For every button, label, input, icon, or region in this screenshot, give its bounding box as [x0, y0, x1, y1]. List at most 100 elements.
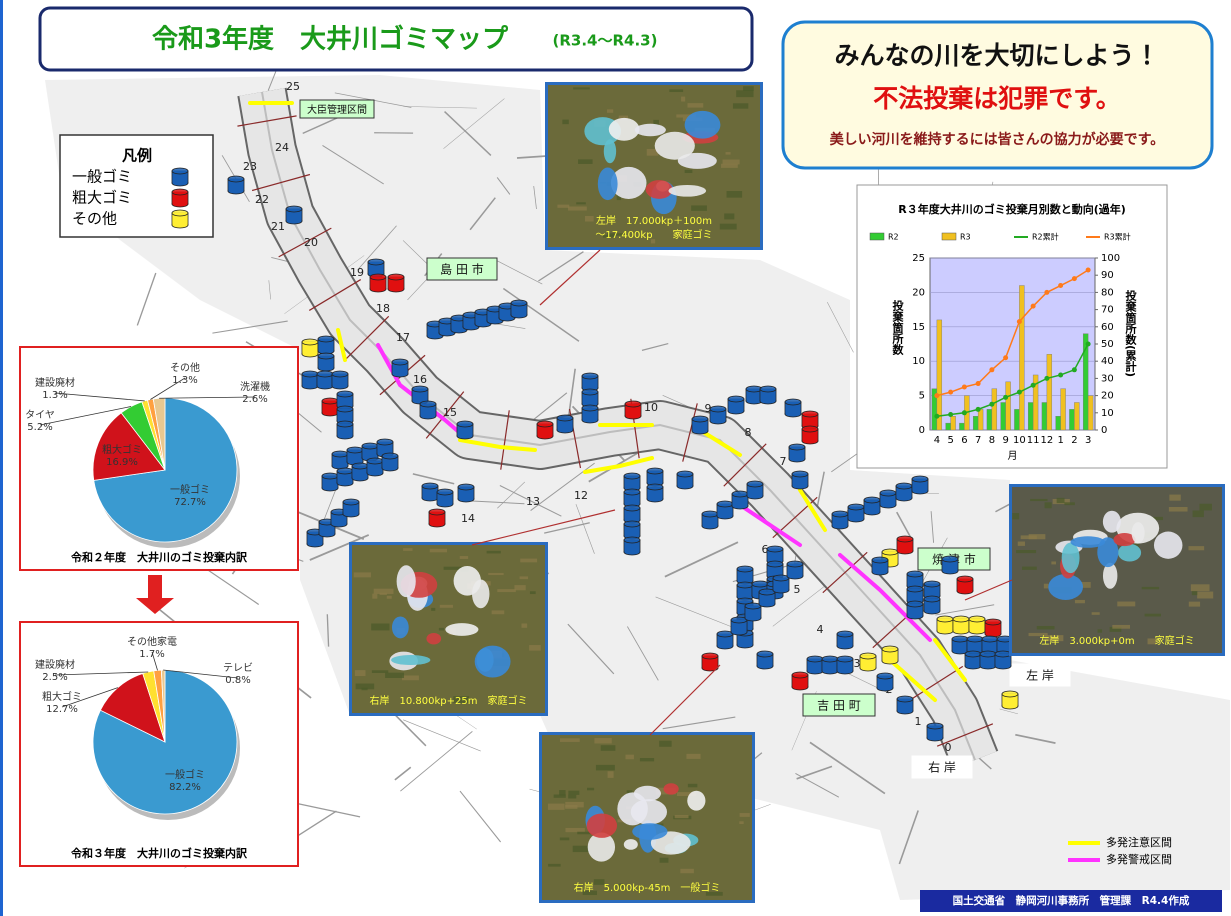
photo-texture	[385, 672, 405, 678]
km-label: 4	[817, 623, 824, 636]
photo-trash	[687, 790, 706, 811]
photo-texture	[373, 588, 394, 594]
cross-section	[345, 315, 390, 360]
photo-texture	[429, 548, 448, 553]
drum-top	[896, 695, 914, 703]
drum-top	[367, 258, 385, 266]
zone-line	[583, 456, 654, 474]
photo-trash	[623, 839, 638, 850]
map-road	[444, 110, 492, 156]
photo-texture	[1169, 494, 1181, 501]
drum-icon	[581, 372, 599, 392]
drum-top	[623, 472, 641, 480]
photo-trash	[1102, 562, 1118, 589]
drum-top	[736, 597, 754, 605]
km-label: 16	[413, 373, 427, 386]
drum-top	[981, 635, 999, 643]
x-tick-label: 12	[1041, 435, 1054, 446]
line-point	[961, 410, 967, 416]
drum-icon	[956, 575, 974, 595]
photo-texture	[576, 202, 586, 205]
drum-icon	[801, 425, 819, 445]
map-road	[400, 731, 473, 792]
photo-trash	[654, 131, 695, 160]
drum-top	[624, 400, 642, 408]
drum-top	[331, 370, 349, 378]
photo-texture	[497, 589, 516, 593]
place-box	[426, 257, 498, 281]
km-label: 23	[243, 160, 257, 173]
drum-top	[623, 536, 641, 544]
drum-top	[623, 488, 641, 496]
photo-texture	[565, 801, 584, 808]
x-tick-label: 3	[1085, 435, 1091, 446]
photo-texture	[1056, 497, 1065, 504]
drum-top	[321, 472, 339, 480]
slice-label: その他	[170, 361, 200, 374]
drum-top	[847, 503, 865, 511]
photo-texture	[1051, 561, 1057, 565]
drum-icon	[321, 472, 339, 492]
line-point	[1085, 267, 1091, 273]
drum-icon	[317, 352, 335, 372]
drum-icon	[896, 535, 914, 555]
drum-top	[556, 414, 574, 422]
photo-texture	[674, 814, 689, 819]
drum-top	[316, 370, 334, 378]
photo-texture	[559, 837, 570, 841]
drum-icon	[895, 482, 913, 502]
km-label: 21	[271, 220, 285, 233]
drum-top	[716, 500, 734, 508]
place-label: 吉 田 町	[817, 699, 861, 713]
drum-icon	[941, 555, 959, 575]
photo-texture	[1197, 591, 1214, 599]
map-road	[309, 534, 370, 561]
drum-top	[171, 188, 189, 196]
x-tick-label: 6	[961, 435, 967, 446]
bar	[1014, 409, 1020, 431]
leader-line	[159, 396, 256, 399]
photo-texture	[607, 771, 614, 778]
photo-texture	[459, 556, 469, 559]
photo-texture	[565, 827, 585, 833]
cross-section	[237, 115, 297, 127]
photo-texture	[725, 152, 731, 155]
drum-icon	[691, 415, 709, 435]
drum-top	[906, 570, 924, 578]
cross-section	[278, 227, 332, 258]
zone-line	[933, 638, 967, 682]
line-point	[989, 367, 995, 373]
drum-top	[331, 450, 349, 458]
line-point	[1085, 341, 1091, 347]
drum-icon	[342, 498, 360, 518]
km-label: 19	[350, 266, 364, 279]
km-label: 25	[286, 80, 300, 93]
drum-top	[510, 299, 528, 307]
drum-top	[831, 510, 849, 518]
photo-texture	[736, 90, 754, 98]
drum-icon	[556, 414, 574, 434]
drum-icon	[871, 556, 889, 576]
drum-top	[317, 352, 335, 360]
map-road	[662, 716, 736, 730]
map-road	[809, 741, 886, 795]
drum-icon	[457, 483, 475, 503]
photo-texture	[1022, 566, 1037, 570]
photo-texture	[557, 204, 570, 208]
pie-slice	[92, 412, 166, 481]
photo-trash	[645, 180, 673, 199]
x-tick-label: 7	[975, 435, 981, 446]
photo-texture	[486, 550, 501, 554]
drum-icon	[879, 489, 897, 509]
photo-texture	[372, 593, 378, 599]
photo-trash	[668, 184, 707, 197]
photo-trash	[1117, 543, 1142, 562]
bar	[972, 416, 979, 431]
drum-icon	[731, 490, 749, 510]
map-road	[538, 251, 584, 282]
photo-texture	[1091, 612, 1100, 615]
drum-top	[387, 273, 405, 281]
drum-top	[709, 405, 727, 413]
map-road	[575, 504, 595, 554]
km-label: 8	[745, 426, 752, 439]
